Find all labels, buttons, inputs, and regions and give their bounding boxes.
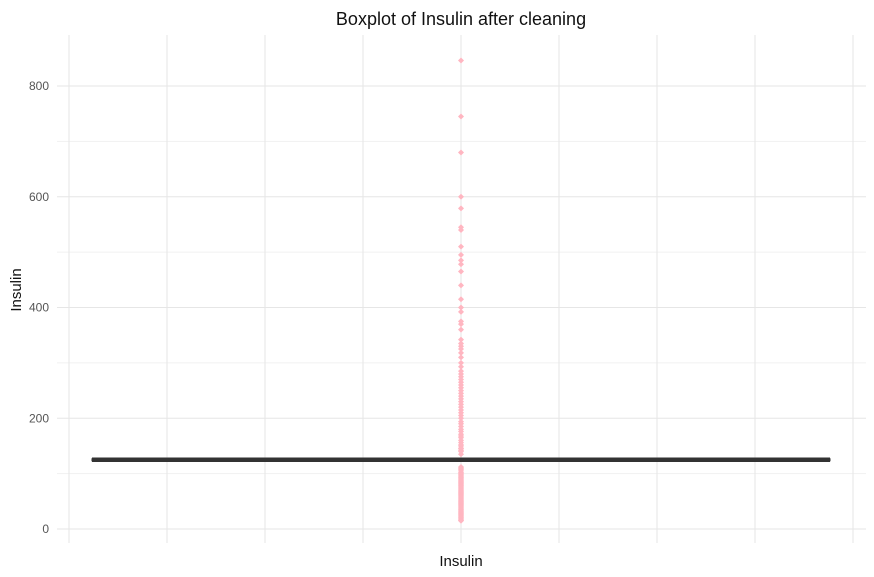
outlier-point: [458, 268, 464, 275]
outlier-point: [458, 257, 464, 264]
outlier-point: [458, 359, 464, 366]
outlier-point: [458, 349, 464, 356]
y-tick-label: 800: [29, 79, 49, 93]
y-tick-label: 200: [29, 411, 49, 425]
outlier-point: [458, 149, 464, 156]
outlier-point: [458, 326, 464, 333]
y-tick-label: 0: [42, 522, 49, 536]
outlier-point: [458, 296, 464, 303]
outlier-point: [458, 354, 464, 361]
outlier-point: [458, 243, 464, 250]
x-axis-title: Insulin: [439, 553, 482, 570]
outlier-point: [458, 308, 464, 315]
plot-marks: [91, 57, 831, 524]
outlier-point: [458, 304, 464, 311]
outlier-point: [458, 282, 464, 289]
outlier-point: [458, 363, 464, 370]
outlier-point: [458, 517, 464, 524]
outlier-point: [458, 57, 464, 64]
outlier-point: [458, 113, 464, 120]
outlier-point: [458, 261, 464, 268]
y-tick-labels: 0 200 400 600 800: [29, 79, 49, 536]
chart-title: Boxplot of Insulin after cleaning: [336, 9, 586, 29]
y-tick-label: 600: [29, 190, 49, 204]
outlier-point: [458, 415, 464, 422]
outlier-point: [458, 226, 464, 233]
y-axis-title: Insulin: [8, 268, 25, 311]
outlier-point: [458, 336, 464, 343]
y-tick-label: 400: [29, 301, 49, 315]
outlier-point: [458, 451, 464, 458]
outlier-point: [458, 346, 464, 353]
outlier-point: [458, 251, 464, 258]
outlier-point: [458, 193, 464, 200]
outlier-point: [458, 321, 464, 328]
outlier-point: [458, 205, 464, 212]
